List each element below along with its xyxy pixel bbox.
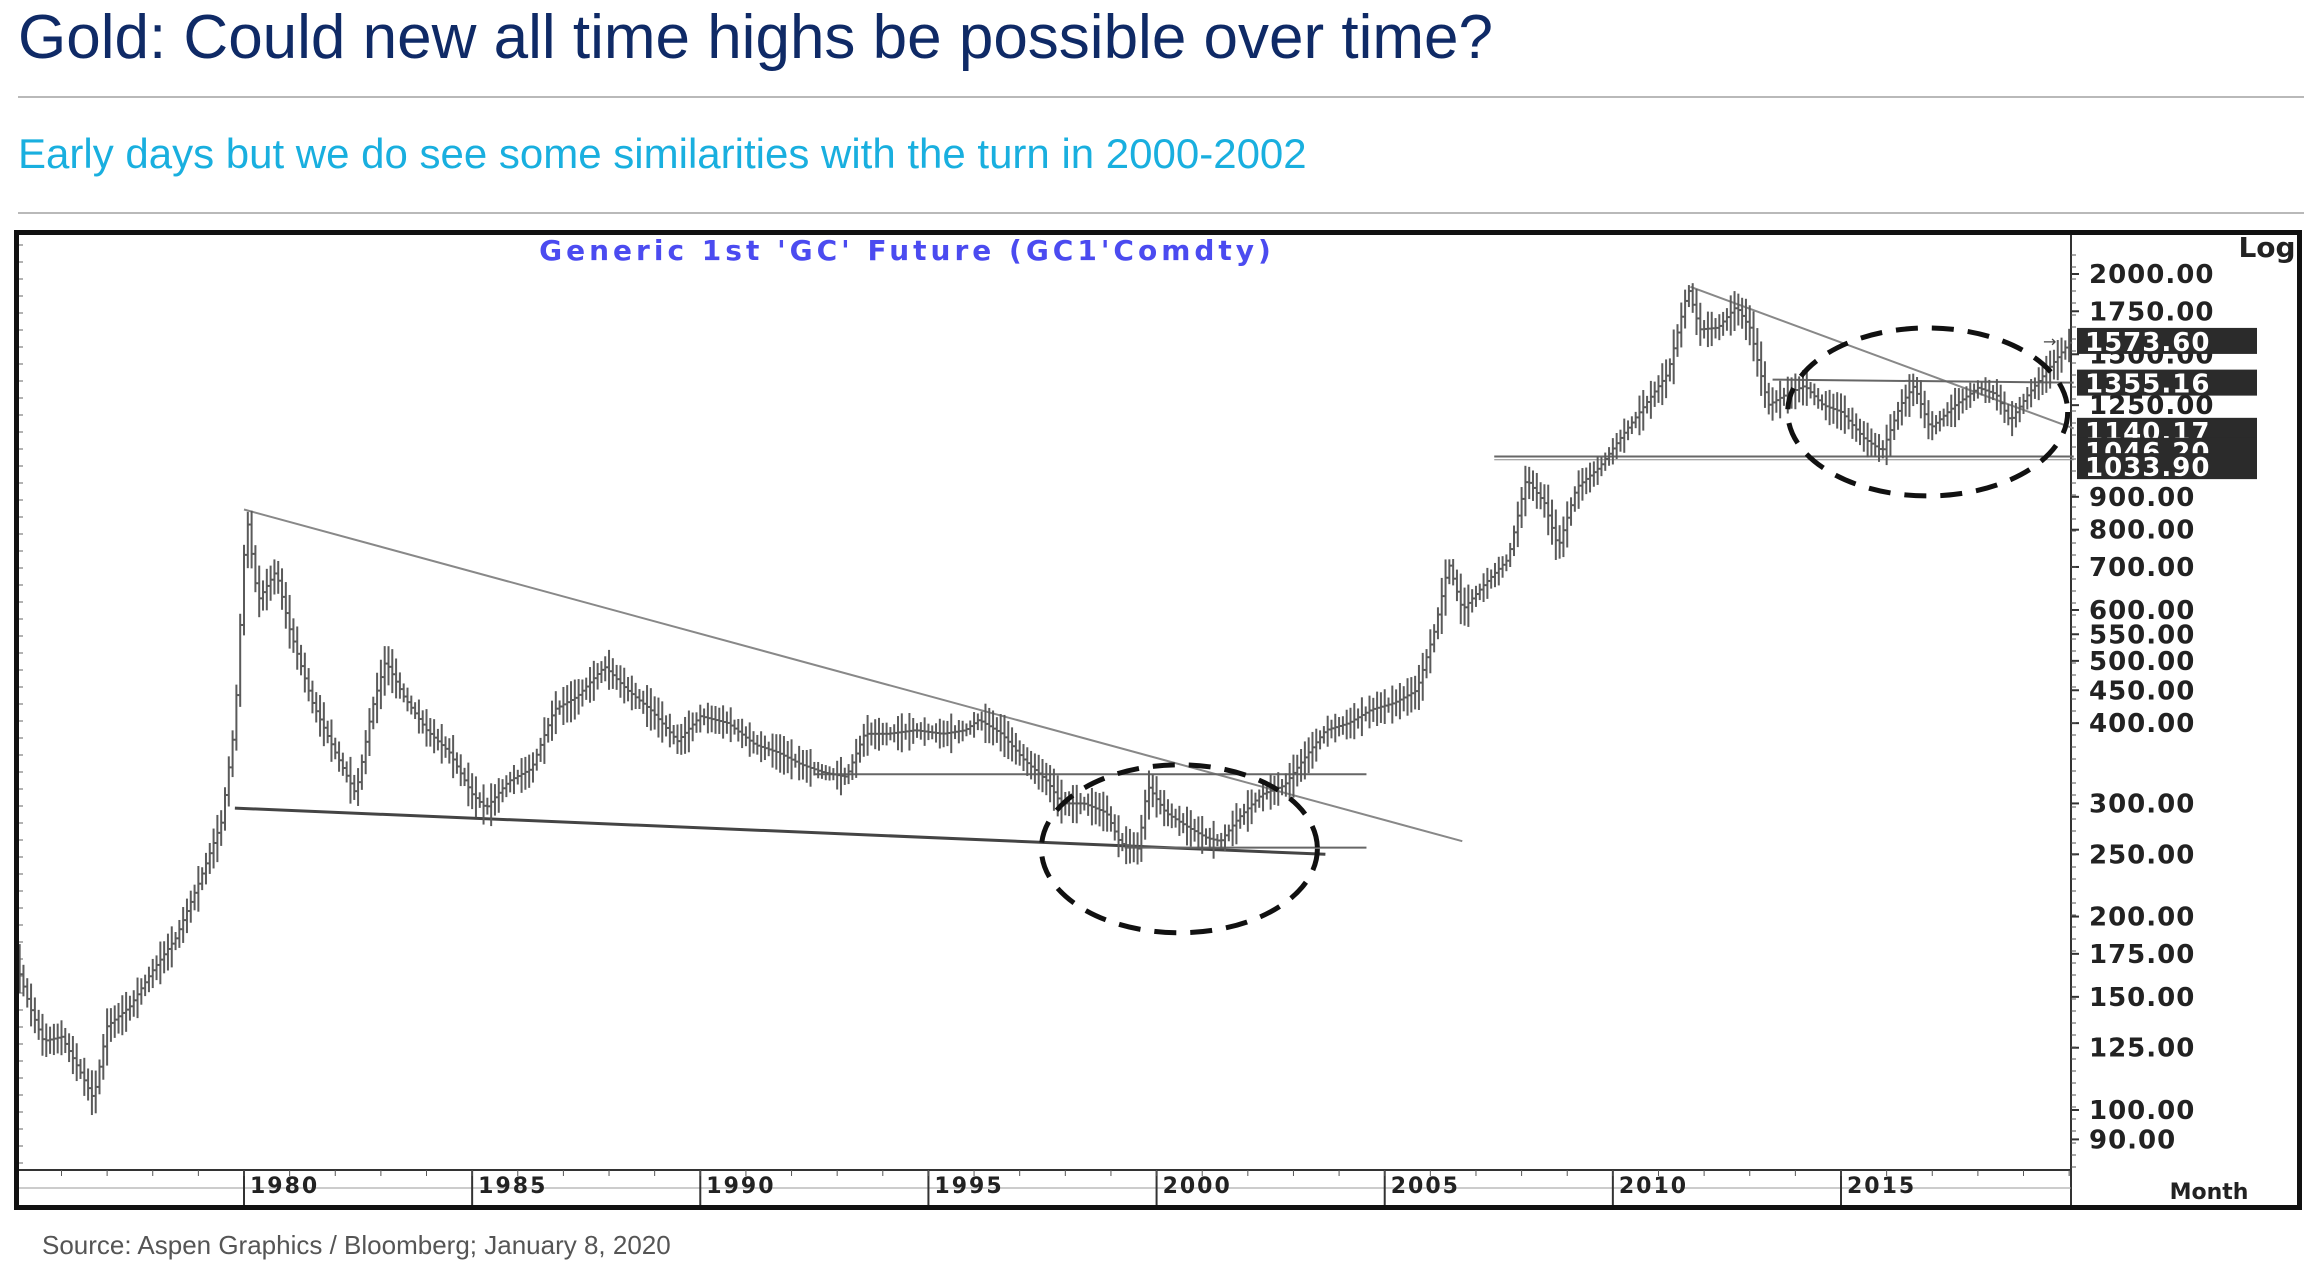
chart-frame: Generic 1st 'GC' Future (GC1'Comdty) Log… — [14, 230, 2302, 1210]
chart-title: Generic 1st 'GC' Future (GC1'Comdty) — [539, 235, 1275, 267]
y-tick-label: 500.00 — [2089, 647, 2195, 677]
level-badge-label: 1033.90 — [2085, 453, 2210, 483]
level-badge-label: 1573.60 — [2085, 328, 2210, 358]
y-tick-label: 200.00 — [2089, 903, 2195, 933]
trendline — [234, 806, 1326, 856]
y-tick-label: 90.00 — [2089, 1125, 2176, 1155]
trendline — [1690, 285, 2075, 430]
page-title: Gold: Could new all time highs be possib… — [18, 3, 1493, 72]
y-tick-label: 900.00 — [2089, 483, 2195, 513]
x-tick-label: 2000 — [1163, 1174, 1232, 1199]
highlight-circles — [1038, 325, 2071, 936]
y-tick-label: 550.00 — [2089, 620, 2195, 650]
y-tick-label: 1750.00 — [2089, 297, 2214, 327]
x-tick-label: 2010 — [1619, 1174, 1688, 1199]
y-tick-label: 450.00 — [2089, 676, 2195, 706]
level-badge-bg — [2077, 369, 2257, 396]
y-tick-label: 300.00 — [2089, 789, 2195, 819]
x-tick-label: 1990 — [706, 1174, 775, 1199]
x-tick-label: 2015 — [1847, 1174, 1916, 1199]
x-tick-label: 2005 — [1391, 1174, 1460, 1199]
x-tick-label: 1980 — [250, 1174, 319, 1199]
left-axis-ticks — [19, 244, 23, 1164]
y-tick-label: 175.00 — [2089, 940, 2195, 970]
circle-2000-2002 — [1038, 762, 1320, 936]
price-bars — [14, 283, 2073, 1116]
x-tick-label: 1985 — [478, 1174, 547, 1199]
y-axis: 2000.001750.001500.001250.00900.00800.00… — [2071, 254, 2214, 1168]
level-badge-bg — [2077, 327, 2257, 354]
source-note: Source: Aspen Graphics / Bloomberg; Janu… — [42, 1230, 671, 1260]
title-divider — [18, 96, 2304, 98]
trendline — [243, 508, 1463, 843]
x-axis: 1980 1985 1990 1995 2000 2005 2010 2015 — [15, 1170, 2070, 1205]
y-tick-label: 100.00 — [2089, 1096, 2195, 1126]
y-tick-label: 125.00 — [2089, 1034, 2195, 1064]
circle-2014-2019 — [1785, 325, 2071, 499]
subtitle-divider — [18, 212, 2304, 214]
y-tick-label: 1250.00 — [2089, 391, 2214, 421]
level-badge-bg — [2077, 453, 2257, 480]
y-tick-label: 700.00 — [2089, 553, 2195, 583]
trendline — [1772, 378, 2074, 384]
page-subtitle: Early days but we do see some similariti… — [18, 130, 1307, 177]
y-tick-label: 400.00 — [2089, 709, 2195, 739]
y-tick-label: 150.00 — [2089, 983, 2195, 1013]
y-tick-label: 250.00 — [2089, 840, 2195, 870]
latest-arrow: → — [2043, 332, 2056, 351]
gold-price-chart: Generic 1st 'GC' Future (GC1'Comdty) Log… — [14, 231, 2297, 1205]
y-tick-label: 800.00 — [2089, 516, 2195, 546]
level-badge-label: 1355.16 — [2085, 370, 2210, 400]
y-tick-label: 600.00 — [2089, 596, 2195, 626]
period-label: Month — [2170, 1180, 2249, 1205]
scale-label: Log — [2238, 235, 2295, 264]
x-tick-label: 1995 — [934, 1174, 1003, 1199]
trendlines — [234, 285, 2075, 856]
y-tick-label: 2000.00 — [2089, 260, 2214, 290]
